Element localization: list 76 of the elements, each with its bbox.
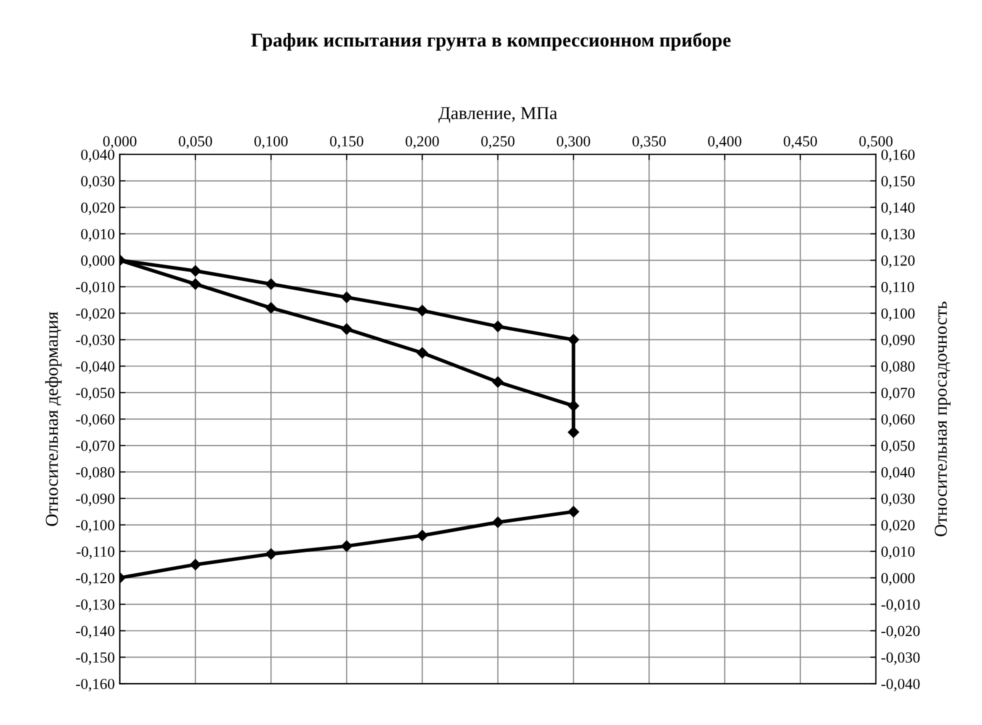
y2-tick-label: -0,010	[881, 599, 920, 612]
y-tick-label: 0,000	[81, 255, 114, 268]
y2-tick-label: 0,090	[881, 334, 915, 348]
point	[190, 265, 202, 276]
y-tick-label: -0,050	[76, 388, 114, 400]
y-tick-label: -0,040	[76, 361, 114, 374]
y-tick-label: -0,080	[76, 467, 114, 480]
x-tick-label: 0,350	[632, 136, 666, 149]
y2-tick-label: -0,040	[881, 678, 920, 692]
y2-axis-title: Относительная просадочность	[934, 302, 951, 536]
y-tick-label: 0,040	[81, 150, 114, 162]
y-tick-label: -0,140	[76, 626, 114, 638]
x-tick-label: 0,200	[406, 136, 439, 149]
y-tick-label: -0,030	[76, 334, 114, 348]
y-tick-label: -0,070	[76, 440, 114, 454]
y2-tick-label: 0,100	[881, 308, 915, 321]
x-tick-label: 0,400	[708, 136, 742, 149]
x-tick-label: 0,050	[178, 136, 212, 149]
y2-tick-label: 0,040	[881, 467, 915, 480]
point	[265, 302, 277, 314]
x-tick-label: 0,500	[859, 136, 893, 149]
point	[568, 334, 580, 346]
y2-tick-label: 0,000	[881, 572, 915, 586]
point	[492, 376, 504, 388]
x-tick-label: 0,000	[103, 136, 136, 149]
y-tick-label: 0,030	[81, 176, 114, 189]
point	[265, 548, 277, 560]
point	[492, 516, 504, 528]
y-tick-label: -0,130	[76, 599, 114, 612]
point	[265, 278, 277, 290]
y2-tick-label: -0,030	[881, 652, 920, 665]
point	[568, 506, 580, 518]
y-tick-label: -0,150	[76, 652, 114, 665]
y2-tick-label: 0,030	[881, 494, 915, 506]
y-tick-label: 0,010	[81, 228, 114, 242]
y-tick-label: -0,020	[76, 308, 114, 321]
y-tick-label: 0,020	[81, 202, 114, 215]
x-tick-label: 0,300	[556, 136, 590, 149]
y-tick-label: -0,010	[76, 282, 114, 294]
point	[341, 323, 352, 335]
chart-title: График испытания грунта в компрессионном приборе	[251, 32, 731, 51]
point	[341, 292, 352, 303]
point	[416, 347, 428, 358]
point	[568, 400, 580, 412]
point	[190, 278, 202, 290]
y-tick-label: -0,060	[76, 414, 114, 427]
y2-tick-label: -0,020	[881, 626, 920, 638]
point	[492, 320, 504, 332]
x-tick-label: 0,150	[330, 136, 364, 149]
y2-tick-label: 0,050	[881, 440, 915, 454]
x-tick-label: 0,100	[254, 136, 288, 149]
y2-tick-label: 0,080	[881, 361, 915, 374]
y2-tick-label: 0,160	[881, 150, 915, 162]
y-tick-label: -0,090	[76, 494, 114, 506]
y2-tick-label: 0,010	[881, 546, 915, 560]
x-tick-label: 0,250	[481, 136, 514, 149]
y-tick-label: -0,100	[76, 520, 114, 533]
y2-tick-label: 0,120	[881, 255, 915, 268]
y2-tick-label: 0,110	[881, 282, 914, 294]
x-tick-label: 0,450	[784, 136, 817, 149]
y2-tick-label: 0,020	[881, 520, 915, 533]
y2-tick-label: 0,070	[881, 388, 915, 400]
point	[341, 540, 352, 552]
y2-tick-label: 0,150	[881, 176, 915, 189]
y-tick-label: -0,110	[76, 546, 114, 560]
point	[568, 426, 580, 438]
point	[416, 530, 428, 542]
point	[190, 558, 202, 570]
point	[416, 304, 428, 316]
y-tick-label: -0,120	[76, 572, 114, 586]
y2-tick-label: 0,140	[881, 202, 915, 215]
y-tick-label: -0,160	[76, 678, 114, 692]
x-axis-title: Давление, МПа	[438, 107, 558, 123]
y2-tick-label: 0,060	[881, 414, 915, 427]
y2-tick-label: 0,130	[881, 228, 915, 242]
y-axis-title: Относительная деформация	[45, 312, 62, 526]
